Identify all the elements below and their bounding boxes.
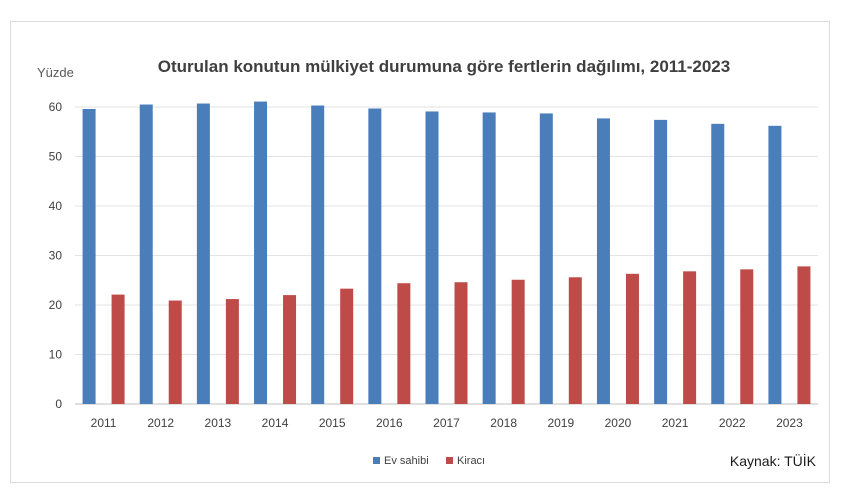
bar-ev-sahibi-2018 bbox=[482, 112, 496, 404]
bar-ev-sahibi-2013 bbox=[196, 103, 210, 404]
y-tick-label: 10 bbox=[49, 348, 63, 362]
x-tick-label: 2022 bbox=[719, 416, 746, 430]
bar-kiraci-2019 bbox=[568, 277, 582, 404]
x-tick-labels: 2011 2012 2013 2014 2015 2016 2017 2018 2019 2020… bbox=[91, 416, 803, 430]
bar-ev-sahibi-2019 bbox=[539, 113, 553, 404]
x-tick-label: 2021 bbox=[662, 416, 689, 430]
bar-ev-sahibi-2022 bbox=[711, 123, 725, 404]
x-tick-label: 2012 bbox=[147, 416, 174, 430]
x-tick-label: 2011 bbox=[91, 416, 117, 430]
y-tick-label: 50 bbox=[49, 150, 63, 164]
bar-kiraci-2022 bbox=[740, 269, 754, 404]
bar-kiraci-2017 bbox=[454, 282, 468, 404]
bar-kiraci-2015 bbox=[340, 288, 354, 404]
bar-kiraci-2016 bbox=[397, 283, 411, 404]
bar-ev-sahibi-2021 bbox=[654, 119, 668, 405]
bar-kiraci-2020 bbox=[625, 273, 639, 404]
x-tick-label: 2017 bbox=[433, 416, 460, 430]
bar-ev-sahibi-2011 bbox=[82, 108, 96, 404]
source-note: Kaynak: TÜİK bbox=[730, 452, 817, 469]
x-tick-label: 2013 bbox=[205, 416, 232, 430]
chart-title: Oturulan konutun mülkiyet durumuna göre … bbox=[158, 57, 730, 76]
y-axis-label: Yüzde bbox=[37, 65, 74, 80]
bar-ev-sahibi-2020 bbox=[596, 118, 610, 404]
legend-swatch bbox=[446, 457, 453, 464]
bar-kiraci-2021 bbox=[683, 271, 697, 404]
bar-kiraci-2014 bbox=[283, 295, 297, 404]
x-tick-label: 2015 bbox=[319, 416, 346, 430]
bar-kiraci-2018 bbox=[511, 279, 525, 404]
bar-ev-sahibi-2014 bbox=[254, 101, 268, 405]
bar-ev-sahibi-2012 bbox=[139, 104, 153, 405]
legend-label: Kiracı bbox=[457, 455, 485, 467]
bar-kiraci-2012 bbox=[168, 300, 182, 404]
y-tick-label: 30 bbox=[49, 249, 63, 263]
bars bbox=[82, 101, 811, 405]
x-tick-label: 2023 bbox=[776, 416, 803, 430]
x-tick-label: 2020 bbox=[605, 416, 632, 430]
x-tick-label: 2019 bbox=[547, 416, 574, 430]
bar-ev-sahibi-2017 bbox=[425, 111, 439, 404]
bar-ev-sahibi-2016 bbox=[368, 108, 382, 405]
x-tick-label: 2016 bbox=[376, 416, 403, 430]
gridlines bbox=[75, 106, 818, 405]
y-tick-label: 20 bbox=[49, 298, 63, 312]
bar-kiraci-2013 bbox=[225, 299, 239, 404]
y-tick-label: 0 bbox=[55, 397, 62, 411]
y-tick-label: 40 bbox=[49, 199, 63, 213]
legend-swatch bbox=[373, 457, 380, 464]
legend-label: Ev sahibi bbox=[384, 455, 429, 467]
bar-kiraci-2011 bbox=[111, 294, 125, 404]
x-tick-label: 2014 bbox=[262, 416, 289, 430]
y-tick-label: 60 bbox=[49, 100, 63, 114]
bar-ev-sahibi-2015 bbox=[311, 105, 325, 404]
bar-kiraci-2023 bbox=[797, 266, 811, 404]
bar-ev-sahibi-2023 bbox=[768, 125, 782, 404]
x-tick-label: 2018 bbox=[490, 416, 517, 430]
legend: Ev sahibi Kiracı bbox=[373, 455, 485, 467]
y-tick-labels: 0 10 20 30 40 50 60 bbox=[49, 100, 63, 411]
